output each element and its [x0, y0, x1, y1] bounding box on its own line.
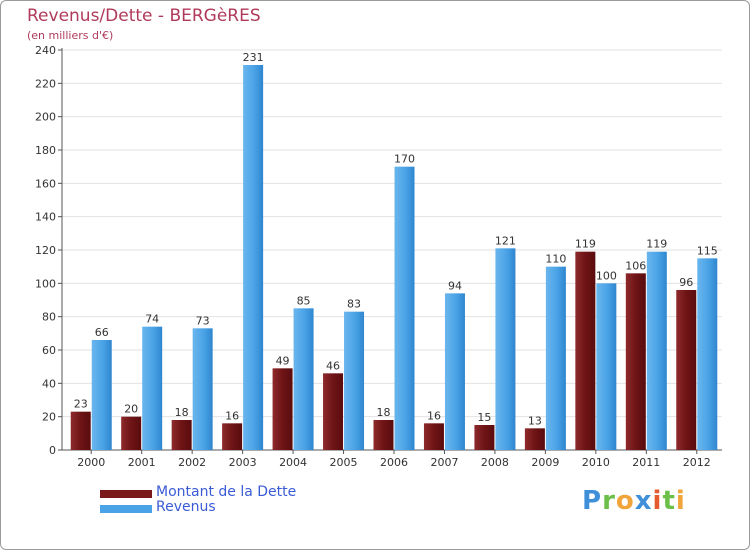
- x-tick-label: 2010: [582, 456, 610, 469]
- x-tick-label: 2012: [683, 456, 711, 469]
- bar-dette: [121, 416, 142, 450]
- bar-revenus: [495, 248, 516, 450]
- bar-dette: [575, 251, 596, 450]
- legend-label-revenus: Revenus: [156, 499, 216, 515]
- bar-revenus: [344, 311, 365, 450]
- x-tick-label: 2008: [481, 456, 509, 469]
- bar-dette: [222, 423, 243, 450]
- data-label-dette: 18: [175, 406, 189, 419]
- bar-revenus: [394, 166, 415, 450]
- bar-revenus: [444, 293, 465, 450]
- bar-dette: [272, 368, 293, 450]
- bar-revenus: [192, 328, 213, 450]
- y-tick-label: 220: [35, 77, 56, 90]
- y-tick-label: 180: [35, 144, 56, 157]
- x-tick-label: 2004: [279, 456, 307, 469]
- data-label-revenus: 100: [596, 269, 617, 282]
- data-label-dette: 119: [575, 238, 596, 251]
- data-label-revenus: 119: [646, 238, 667, 251]
- bar-dette: [70, 411, 91, 450]
- y-tick-label: 80: [42, 311, 56, 324]
- bar-revenus: [646, 251, 667, 450]
- bar-dette: [524, 428, 545, 450]
- bar-revenus: [142, 326, 163, 450]
- y-tick-label: 40: [42, 377, 56, 390]
- bar-revenus: [243, 65, 264, 450]
- y-tick-label: 60: [42, 344, 56, 357]
- y-tick-label: 160: [35, 177, 56, 190]
- legend-label-dette: Montant de la Dette: [156, 484, 297, 500]
- data-label-dette: 46: [326, 359, 340, 372]
- y-tick-label: 20: [42, 411, 56, 424]
- data-label-revenus: 231: [243, 51, 264, 64]
- y-tick-label: 140: [35, 211, 56, 224]
- x-tick-label: 2003: [229, 456, 257, 469]
- bar-dette: [323, 373, 344, 450]
- x-tick-label: 2001: [128, 456, 156, 469]
- y-tick-label: 120: [35, 244, 56, 257]
- y-tick-label: 200: [35, 111, 56, 124]
- bar-dette: [171, 420, 192, 450]
- data-label-revenus: 66: [95, 326, 109, 339]
- data-label-revenus: 83: [347, 298, 361, 311]
- bar-revenus: [91, 340, 112, 450]
- bar-revenus: [545, 266, 566, 450]
- data-label-revenus: 170: [394, 153, 415, 166]
- data-label-dette: 16: [225, 409, 239, 422]
- data-label-dette: 13: [528, 414, 542, 427]
- x-tick-label: 2005: [330, 456, 358, 469]
- x-tick-label: 2007: [430, 456, 458, 469]
- bar-dette: [423, 423, 444, 450]
- bar-revenus: [596, 283, 617, 450]
- data-label-dette: 49: [276, 354, 290, 367]
- x-tick-label: 2002: [178, 456, 206, 469]
- y-tick-label: 240: [35, 44, 56, 57]
- bar-dette: [676, 290, 697, 450]
- y-tick-label: 100: [35, 277, 56, 290]
- bar-revenus: [697, 258, 718, 450]
- data-label-revenus: 121: [495, 234, 516, 247]
- y-tick-label: 0: [49, 444, 56, 457]
- bar-dette: [625, 273, 646, 450]
- x-tick-label: 2011: [632, 456, 660, 469]
- bar-dette: [474, 425, 495, 450]
- x-tick-label: 2006: [380, 456, 408, 469]
- data-label-revenus: 94: [448, 279, 462, 292]
- bar-revenus: [293, 308, 314, 450]
- data-label-dette: 16: [427, 409, 441, 422]
- data-label-revenus: 85: [297, 294, 311, 307]
- data-label-revenus: 74: [145, 313, 159, 326]
- legend-swatch-dette: [100, 490, 152, 498]
- data-label-dette: 106: [625, 259, 646, 272]
- data-label-dette: 23: [74, 398, 88, 411]
- data-label-revenus: 115: [697, 244, 718, 257]
- data-label-dette: 96: [679, 276, 693, 289]
- x-tick-label: 2009: [531, 456, 559, 469]
- data-label-revenus: 73: [196, 314, 210, 327]
- legend-swatch-revenus: [100, 505, 152, 513]
- data-label-revenus: 110: [545, 253, 566, 266]
- data-label-dette: 20: [124, 403, 138, 416]
- data-label-dette: 15: [477, 411, 491, 424]
- bar-dette: [373, 420, 394, 450]
- chart-title: Revenus/Dette - BERGèRES: [27, 6, 261, 26]
- data-label-dette: 18: [377, 406, 391, 419]
- x-tick-label: 2000: [77, 456, 105, 469]
- proxiti-logo: Proxiti: [582, 486, 686, 516]
- chart-subtitle: (en milliers d'€): [27, 29, 114, 42]
